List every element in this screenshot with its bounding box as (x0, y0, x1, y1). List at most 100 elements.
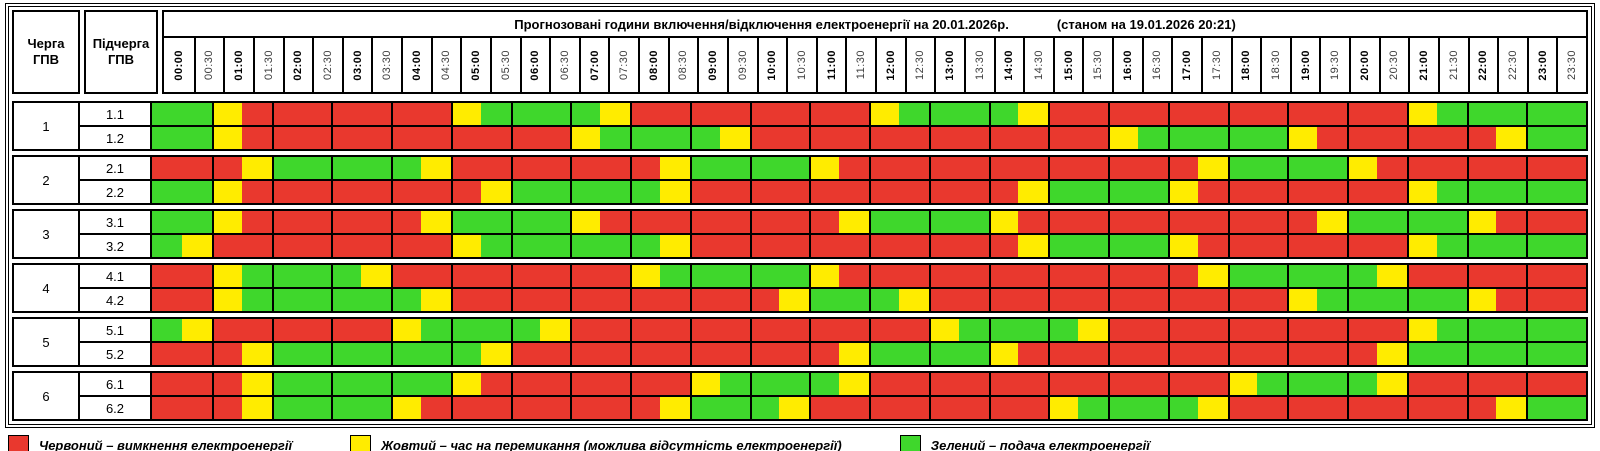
schedule-cell (1376, 103, 1407, 125)
schedule-cell (600, 289, 630, 311)
schedule-cell (331, 127, 362, 149)
schedule-cell (1227, 373, 1258, 395)
schedule-cell (181, 103, 212, 125)
schedule-cell (361, 103, 391, 125)
schedule-cell (450, 181, 481, 203)
schedule-cell (1436, 211, 1467, 233)
schedule-cell (510, 235, 541, 257)
schedule-cell (749, 373, 780, 395)
schedule-cell (779, 127, 810, 149)
schedule-cell (1197, 265, 1228, 287)
schedule-cell (1317, 289, 1347, 311)
time-label: 21:30 (1447, 49, 1460, 81)
header-right-section: Прогнозовані години включення/відключенн… (162, 10, 1588, 94)
schedule-cell (1376, 235, 1407, 257)
legend: Червоний – вимкнення електроенергії Жовти… (8, 435, 1600, 451)
title-band: Прогнозовані години включення/відключенн… (164, 12, 1586, 38)
schedule-cell (898, 343, 929, 365)
schedule-cell (331, 157, 362, 179)
schedule-cell (1197, 319, 1228, 341)
schedule-cell (1347, 157, 1377, 179)
schedule-cell (1466, 103, 1497, 125)
time-header-cell: 10:00 (756, 38, 787, 92)
schedule-cell (241, 265, 272, 287)
time-label: 21:00 (1418, 49, 1431, 81)
schedule-cell (898, 373, 929, 395)
schedule-cell (450, 289, 481, 311)
schedule-cell (928, 103, 959, 125)
time-header-cell: 00:00 (164, 38, 194, 92)
schedule-cell (570, 103, 601, 125)
schedule-cell (659, 157, 690, 179)
schedule-cell (181, 289, 212, 311)
time-header-cell: 14:00 (993, 38, 1024, 92)
schedule-cell (749, 397, 780, 419)
schedule-cell (1078, 127, 1108, 149)
subqueue-label: 4.2 (80, 289, 152, 311)
schedule-cell (1227, 157, 1258, 179)
schedule-cell (450, 397, 481, 419)
schedule-cell (1466, 181, 1497, 203)
schedule-cell (1137, 103, 1168, 125)
schedule-cell (1406, 103, 1437, 125)
schedule-cell (1406, 181, 1437, 203)
schedule-cell (420, 319, 451, 341)
schedule-cell (1526, 397, 1557, 419)
schedule-cell (1376, 211, 1407, 233)
schedule-cell (241, 397, 272, 419)
schedule-cell (630, 373, 660, 395)
subqueue-label: 1.2 (80, 127, 152, 149)
schedule-cell (1197, 157, 1228, 179)
time-label: 05:00 (470, 49, 483, 81)
schedule-cell (1317, 265, 1347, 287)
schedule-cell (630, 103, 660, 125)
time-label: 09:30 (736, 49, 749, 81)
schedule-cell (839, 157, 869, 179)
schedule-cell (1108, 289, 1138, 311)
schedule-cell (301, 127, 332, 149)
schedule-cell (749, 289, 780, 311)
time-label: 18:00 (1240, 49, 1253, 81)
schedule-cell (241, 235, 272, 257)
schedule-cell (1167, 373, 1198, 395)
time-header-cell: 07:00 (578, 38, 609, 92)
schedule-cell (361, 181, 391, 203)
schedule-cell (1466, 319, 1497, 341)
schedule-cells (152, 235, 1586, 257)
schedule-cells (152, 373, 1586, 395)
time-header-cell: 14:30 (1023, 38, 1053, 92)
time-label: 03:00 (351, 49, 364, 81)
time-label: 23:30 (1566, 49, 1579, 81)
time-label: 20:30 (1388, 49, 1401, 81)
time-header-cell: 03:30 (371, 38, 401, 92)
schedule-cells (152, 127, 1586, 149)
schedule-cell (1287, 181, 1318, 203)
schedule-cell (630, 343, 660, 365)
time-label: 02:00 (292, 49, 305, 81)
time-header-cell: 01:00 (223, 38, 253, 92)
schedule-cell (420, 157, 451, 179)
time-header-cell: 21:00 (1408, 38, 1438, 92)
schedule-cell (689, 181, 720, 203)
schedule-cell (1526, 343, 1557, 365)
time-header-cell: 13:30 (963, 38, 994, 92)
schedule-cell (1167, 157, 1198, 179)
schedule-cell (689, 103, 720, 125)
schedule-cell (391, 397, 421, 419)
subqueue-column-header: Підчерга ГПВ (84, 10, 158, 94)
schedule-cell (630, 397, 660, 419)
schedule-cell (988, 103, 1019, 125)
schedule-cell (241, 181, 272, 203)
schedule-cell (898, 181, 929, 203)
schedule-cell (1347, 319, 1377, 341)
schedule-cell (480, 157, 511, 179)
schedule-cell (779, 397, 810, 419)
schedule-cell (420, 181, 451, 203)
schedule-cell (391, 211, 421, 233)
schedule-cell (331, 265, 362, 287)
schedule-cell (600, 103, 630, 125)
schedule-cell (1108, 343, 1138, 365)
time-label: 06:00 (529, 49, 542, 81)
schedule-cell (361, 157, 391, 179)
schedule-cell (749, 343, 780, 365)
